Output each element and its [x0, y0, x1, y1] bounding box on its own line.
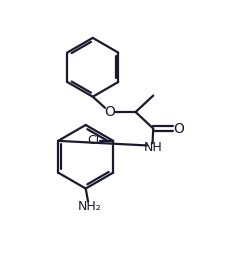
- Text: NH: NH: [144, 141, 163, 154]
- Text: O: O: [173, 122, 184, 135]
- Text: Cl: Cl: [87, 134, 99, 147]
- Text: NH₂: NH₂: [77, 200, 101, 213]
- Text: O: O: [104, 105, 115, 119]
